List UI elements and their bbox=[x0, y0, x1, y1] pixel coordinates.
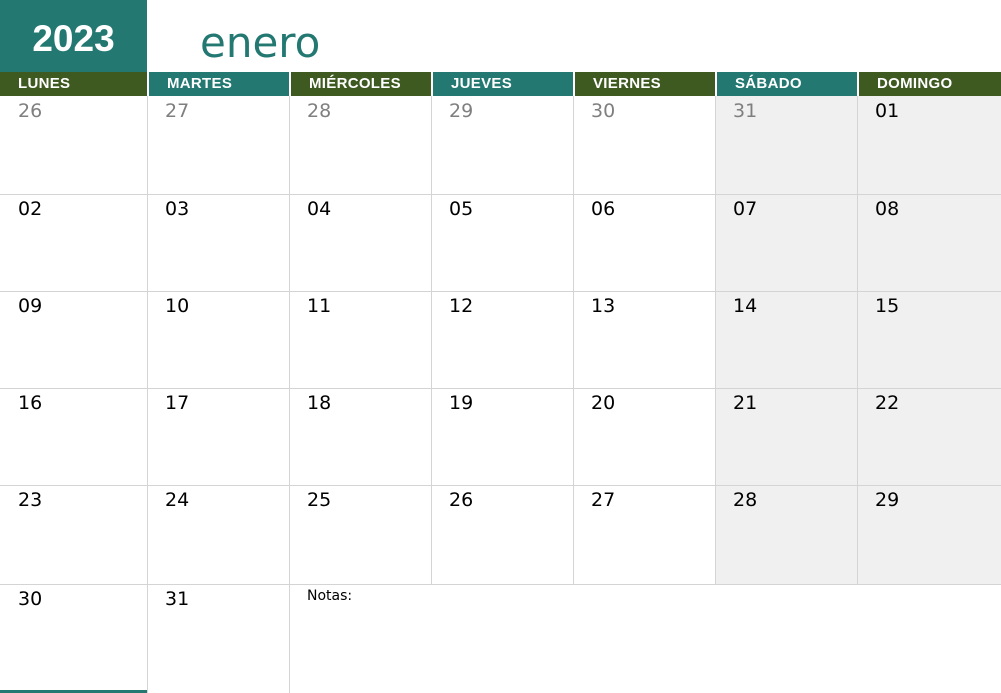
day-number: 12 bbox=[449, 295, 474, 317]
day-cell[interactable]: 08 bbox=[857, 194, 1001, 291]
day-cell[interactable]: 27 bbox=[147, 96, 289, 194]
day-cell[interactable]: 17 bbox=[147, 388, 289, 485]
day-cell[interactable]: 24 bbox=[147, 485, 289, 584]
day-cell[interactable]: 31 bbox=[147, 584, 289, 693]
day-cell[interactable]: 18 bbox=[289, 388, 431, 485]
day-cell[interactable]: 01 bbox=[857, 96, 1001, 194]
day-number: 05 bbox=[449, 198, 474, 220]
day-number: 29 bbox=[449, 100, 474, 122]
day-number: 15 bbox=[875, 295, 900, 317]
month-title: enero bbox=[200, 18, 321, 67]
grid-divider bbox=[573, 96, 574, 584]
weekday-header: VIERNES bbox=[575, 72, 715, 96]
grid-divider bbox=[0, 485, 1001, 486]
day-number: 01 bbox=[875, 100, 900, 122]
bottom-accent-bar bbox=[0, 690, 147, 693]
day-number: 26 bbox=[18, 100, 43, 122]
grid-divider bbox=[857, 96, 858, 584]
day-number: 28 bbox=[733, 489, 758, 511]
day-number: 25 bbox=[307, 489, 332, 511]
weekday-header: LUNES bbox=[0, 72, 147, 96]
day-number: 23 bbox=[18, 489, 43, 511]
day-number: 03 bbox=[165, 198, 190, 220]
day-cell[interactable]: 05 bbox=[431, 194, 573, 291]
day-number: 04 bbox=[307, 198, 332, 220]
day-cell[interactable]: 12 bbox=[431, 291, 573, 388]
day-number: 30 bbox=[591, 100, 616, 122]
day-cell[interactable]: 30 bbox=[0, 584, 147, 693]
day-cell[interactable]: 06 bbox=[573, 194, 715, 291]
day-number: 30 bbox=[18, 588, 43, 610]
day-number: 26 bbox=[449, 489, 474, 511]
day-cell[interactable]: 26 bbox=[0, 96, 147, 194]
weekday-header: JUEVES bbox=[433, 72, 573, 96]
grid-divider bbox=[431, 96, 432, 584]
day-cell[interactable]: 25 bbox=[289, 485, 431, 584]
day-cell[interactable]: 19 bbox=[431, 388, 573, 485]
day-number: 20 bbox=[591, 392, 616, 414]
day-number: 29 bbox=[875, 489, 900, 511]
year-label: 2023 bbox=[0, 0, 147, 72]
day-number: 28 bbox=[307, 100, 332, 122]
day-cell[interactable]: 09 bbox=[0, 291, 147, 388]
day-cell[interactable]: 04 bbox=[289, 194, 431, 291]
day-cell[interactable]: 28 bbox=[289, 96, 431, 194]
day-cell[interactable]: 20 bbox=[573, 388, 715, 485]
day-number: 22 bbox=[875, 392, 900, 414]
grid-divider bbox=[0, 291, 1001, 292]
day-number: 21 bbox=[733, 392, 758, 414]
day-cell[interactable]: 11 bbox=[289, 291, 431, 388]
weekday-header: MIÉRCOLES bbox=[291, 72, 431, 96]
day-number: 07 bbox=[733, 198, 758, 220]
day-cell[interactable]: 22 bbox=[857, 388, 1001, 485]
day-cell[interactable]: 14 bbox=[715, 291, 857, 388]
day-number: 16 bbox=[18, 392, 43, 414]
grid-divider bbox=[0, 584, 1001, 585]
day-cell[interactable]: 21 bbox=[715, 388, 857, 485]
day-cell[interactable]: 10 bbox=[147, 291, 289, 388]
day-number: 11 bbox=[307, 295, 332, 317]
day-cell[interactable]: 15 bbox=[857, 291, 1001, 388]
grid-divider bbox=[0, 388, 1001, 389]
day-number: 06 bbox=[591, 198, 616, 220]
grid-divider bbox=[289, 96, 290, 693]
day-number: 27 bbox=[165, 100, 190, 122]
day-number: 10 bbox=[165, 295, 190, 317]
grid-divider bbox=[147, 96, 148, 693]
weekday-header: DOMINGO bbox=[859, 72, 1001, 96]
day-number: 13 bbox=[591, 295, 616, 317]
day-number: 27 bbox=[591, 489, 616, 511]
day-cell[interactable]: 26 bbox=[431, 485, 573, 584]
day-number: 09 bbox=[18, 295, 43, 317]
weekday-header: SÁBADO bbox=[717, 72, 857, 96]
day-cell[interactable]: 23 bbox=[0, 485, 147, 584]
day-cell[interactable]: 03 bbox=[147, 194, 289, 291]
day-cell[interactable]: 16 bbox=[0, 388, 147, 485]
grid-divider bbox=[0, 194, 1001, 195]
day-number: 02 bbox=[18, 198, 43, 220]
day-number: 24 bbox=[165, 489, 190, 511]
day-number: 08 bbox=[875, 198, 900, 220]
day-cell[interactable]: 13 bbox=[573, 291, 715, 388]
day-number: 14 bbox=[733, 295, 758, 317]
day-cell[interactable]: 29 bbox=[431, 96, 573, 194]
day-number: 19 bbox=[449, 392, 474, 414]
day-number: 18 bbox=[307, 392, 332, 414]
grid-divider bbox=[715, 96, 716, 584]
day-cell[interactable]: 02 bbox=[0, 194, 147, 291]
day-cell[interactable]: 30 bbox=[573, 96, 715, 194]
day-number: 31 bbox=[733, 100, 758, 122]
day-number: 31 bbox=[165, 588, 190, 610]
day-cell[interactable]: 07 bbox=[715, 194, 857, 291]
day-number: 17 bbox=[165, 392, 190, 414]
weekday-header: MARTES bbox=[149, 72, 289, 96]
day-cell[interactable]: 28 bbox=[715, 485, 857, 584]
day-cell[interactable]: 31 bbox=[715, 96, 857, 194]
notes-label: Notas: bbox=[307, 588, 353, 604]
day-cell[interactable]: 27 bbox=[573, 485, 715, 584]
day-cell[interactable]: 29 bbox=[857, 485, 1001, 584]
